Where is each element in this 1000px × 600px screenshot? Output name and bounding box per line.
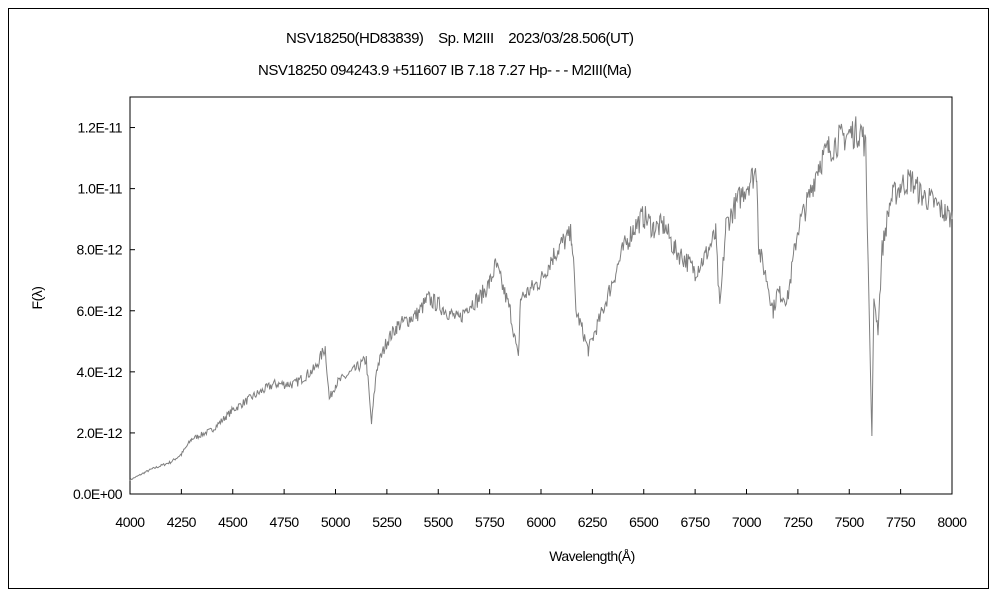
y-tick-label: 8.0E-12: [76, 242, 122, 258]
spectrum-line: [129, 116, 953, 481]
x-tick-label: 6500: [629, 514, 659, 530]
y-tick-label: 0.0E+00: [73, 486, 123, 502]
x-tick-label: 6250: [578, 514, 608, 530]
x-tick-label: 5500: [424, 514, 454, 530]
x-tick-label: 6000: [526, 514, 556, 530]
y-tick-label: 1.0E-11: [78, 181, 123, 197]
y-axis-label: F(λ): [29, 287, 45, 310]
x-tick-label: 4500: [218, 514, 248, 530]
chart-subtitle: NSV18250 094243.9 +511607 IB 7.18 7.27 H…: [258, 62, 632, 79]
plot-area: [129, 96, 953, 495]
x-tick-label: 5250: [372, 514, 402, 530]
x-tick-label: 7500: [835, 514, 865, 530]
x-tick-label: 6750: [681, 514, 711, 530]
x-tick-label: 4000: [115, 514, 145, 530]
x-tick-label: 5000: [321, 514, 351, 530]
chart-title: NSV18250(HD83839) Sp. M2III 2023/03/28.5…: [286, 30, 634, 47]
x-tick-label: 8000: [937, 514, 967, 530]
y-tick-label: 4.0E-12: [76, 364, 122, 380]
x-tick-label: 5750: [475, 514, 505, 530]
x-tick-label: 4750: [270, 514, 300, 530]
chart-frame: [8, 8, 989, 589]
y-tick-label: 1.2E-11: [78, 120, 123, 136]
y-tick-label: 6.0E-12: [76, 303, 122, 319]
x-tick-label: 7000: [732, 514, 762, 530]
x-axis-label: Wavelength(Å): [549, 548, 635, 564]
x-tick-label: 7750: [886, 514, 916, 530]
x-tick-label: 4250: [167, 514, 197, 530]
y-tick-label: 2.0E-12: [76, 425, 122, 441]
x-tick-label: 7250: [783, 514, 813, 530]
